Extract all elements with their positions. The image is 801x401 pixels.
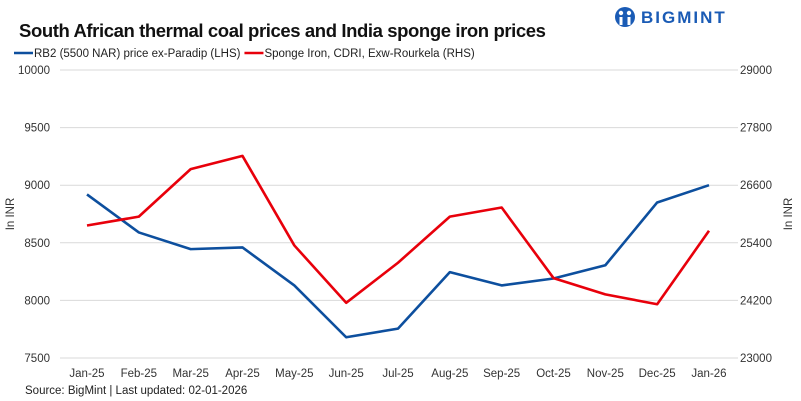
y-axis-right: 23000 24200 25400 26600 27800 29000: [740, 65, 772, 365]
bigmint-logo: BIGMINT: [615, 7, 727, 27]
y-right-tick-label: 29000: [740, 65, 772, 77]
legend-label: RB2 (5500 NAR) price ex-Paradip (LHS): [34, 48, 241, 60]
y-axis-left-label: In INR: [5, 198, 17, 231]
y-axis-right-label: In INR: [783, 198, 795, 231]
x-tick-label: Sep-25: [483, 368, 520, 380]
y-left-tick-label: 8500: [24, 238, 50, 250]
logo-text: BIGMINT: [641, 8, 727, 27]
x-tick-label: Dec-25: [639, 368, 676, 380]
y-left-tick-label: 9000: [24, 180, 50, 192]
y-right-tick-label: 27800: [740, 123, 772, 135]
legend-label: Sponge Iron, CDRI, Exw-Rourkela (RHS): [264, 48, 474, 60]
series-lines: [86, 154, 711, 339]
x-tick-label: Mar-25: [172, 368, 208, 380]
x-tick-label: Aug-25: [431, 368, 468, 380]
x-tick-label: Apr-25: [225, 368, 260, 380]
y-right-tick-label: 25400: [740, 238, 772, 250]
y-right-tick-label: 24200: [740, 295, 772, 307]
source-note: Source: BigMint | Last updated: 02-01-20…: [25, 385, 247, 397]
y-left-tick-label: 10000: [18, 65, 50, 77]
y-left-tick-label: 9500: [24, 123, 50, 135]
logo-icon: [615, 7, 635, 27]
x-tick-label: May-25: [275, 368, 313, 380]
x-tick-label: Oct-25: [536, 368, 571, 380]
x-axis: Jan-25 Feb-25 Mar-25 Apr-25 May-25 Jun-25 Jul-…: [69, 368, 726, 380]
y-right-tick-label: 26600: [740, 180, 772, 192]
x-tick-label: Feb-25: [121, 368, 157, 380]
y-axis-left: 7500 8000 8500 9000 9500 10000: [18, 65, 50, 365]
x-tick-label: Jan-26: [691, 368, 726, 380]
y-left-tick-label: 8000: [24, 295, 50, 307]
x-tick-label: Jul-25: [382, 368, 413, 380]
series-line-2: [86, 154, 711, 306]
y-left-tick-label: 7500: [24, 353, 50, 365]
legend: RB2 (5500 NAR) price ex-Paradip (LHS) Spo…: [14, 48, 475, 60]
chart-title: South African thermal coal prices and In…: [19, 20, 546, 41]
gridlines: [60, 69, 738, 359]
x-tick-label: Jan-25: [69, 368, 104, 380]
x-tick-label: Nov-25: [587, 368, 624, 380]
y-right-tick-label: 23000: [740, 353, 772, 365]
x-tick-label: Jun-25: [329, 368, 364, 380]
